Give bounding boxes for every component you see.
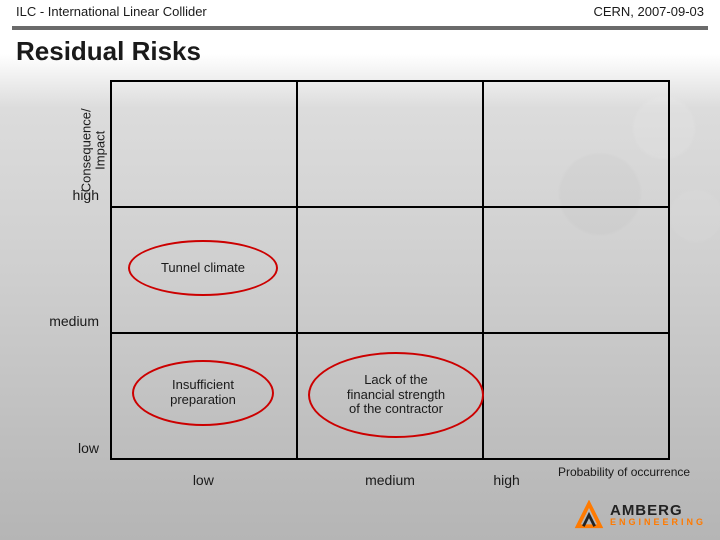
header-right: CERN, 2007-09-03 bbox=[593, 4, 704, 28]
brand-logo: AMBERG ENGINEERING bbox=[574, 500, 706, 530]
risk-matrix: Consequence/ Impact high medium low Tunn… bbox=[110, 80, 670, 460]
x-axis-label: Probability of occurrence bbox=[558, 465, 690, 479]
risk-tunnel-climate: Tunnel climate bbox=[128, 240, 278, 296]
cell-r0-c0 bbox=[111, 81, 297, 207]
header-left: ILC - International Linear Collider bbox=[16, 4, 207, 28]
risk-label: Lack of the financial strength of the co… bbox=[347, 373, 445, 418]
cell-r1-c2 bbox=[483, 207, 669, 333]
y-tick-medium: medium bbox=[5, 207, 105, 334]
risk-insufficient-preparation: Insufficient preparation bbox=[132, 360, 274, 426]
cell-r2-c2 bbox=[483, 333, 669, 459]
cell-r1-c1 bbox=[297, 207, 483, 333]
logo-brand-bottom: ENGINEERING bbox=[610, 518, 706, 527]
y-tick-labels: high medium low bbox=[5, 80, 105, 460]
x-tick-medium: medium bbox=[297, 466, 484, 488]
y-tick-high: high bbox=[5, 80, 105, 207]
risk-label: Insufficient preparation bbox=[170, 378, 236, 408]
page-title: Residual Risks bbox=[16, 36, 201, 67]
slide-header: ILC - International Linear Collider CERN… bbox=[0, 0, 720, 28]
header-divider bbox=[12, 26, 708, 30]
logo-mark-icon bbox=[574, 500, 604, 530]
x-tick-low: low bbox=[110, 466, 297, 488]
cell-r0-c1 bbox=[297, 81, 483, 207]
cell-r0-c2 bbox=[483, 81, 669, 207]
y-tick-low: low bbox=[5, 333, 105, 460]
risk-label: Tunnel climate bbox=[161, 261, 245, 276]
logo-text: AMBERG ENGINEERING bbox=[610, 503, 706, 527]
slide-root: ILC - International Linear Collider CERN… bbox=[0, 0, 720, 540]
logo-brand-top: AMBERG bbox=[610, 503, 706, 518]
risk-lack-financial-strength: Lack of the financial strength of the co… bbox=[308, 352, 484, 438]
